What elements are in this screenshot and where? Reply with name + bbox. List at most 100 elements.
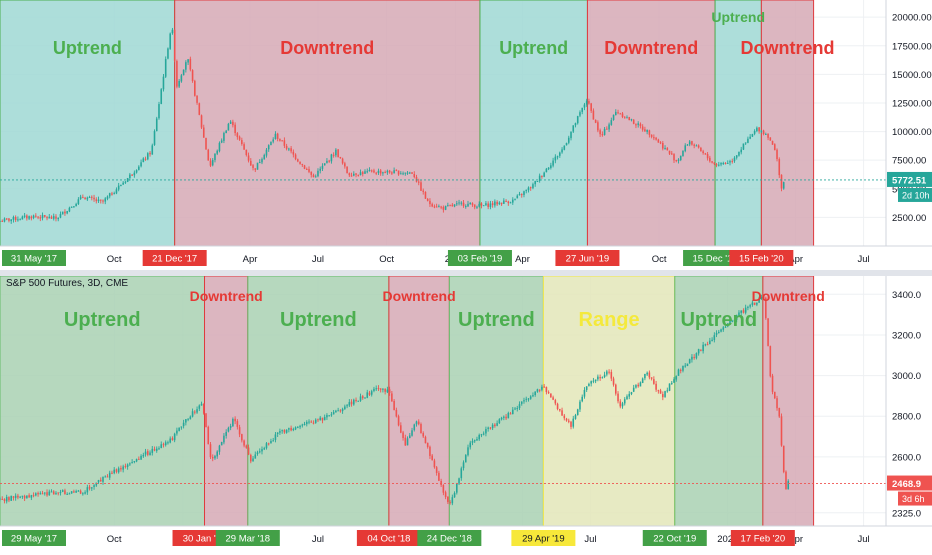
candle-up: [583, 389, 586, 397]
candle-down: [691, 141, 693, 145]
candle-up: [550, 165, 552, 168]
candle-down: [648, 130, 651, 135]
date-marker: [2, 530, 66, 546]
candle-down: [662, 142, 664, 149]
candle-down: [102, 200, 104, 202]
candle-down: [550, 393, 552, 398]
candle-up: [48, 491, 51, 496]
candle-down: [281, 140, 283, 142]
candle-down: [37, 492, 39, 495]
candle-down: [715, 164, 718, 166]
candle-down: [706, 344, 709, 346]
panel-divider[interactable]: [0, 270, 932, 276]
candle-up: [538, 175, 541, 181]
candle-down: [617, 112, 619, 114]
candle-down: [767, 318, 769, 346]
candle-up: [451, 497, 454, 504]
candle-up: [646, 129, 648, 132]
candle-down: [780, 416, 783, 446]
candle-down: [559, 409, 561, 411]
candle-up: [527, 398, 530, 400]
candle-up: [178, 80, 180, 87]
candle-up: [601, 377, 604, 379]
x-tick-label: Apr: [788, 534, 803, 545]
candle-down: [422, 433, 425, 437]
candle-down: [55, 216, 57, 219]
candle-up: [594, 379, 597, 382]
countdown-label: 3d 6h: [902, 494, 925, 504]
candle-down: [339, 410, 342, 412]
candle-up: [666, 390, 669, 392]
candle-down: [431, 204, 433, 207]
candle-up: [28, 216, 30, 219]
candle-up: [160, 444, 163, 449]
candle-up: [782, 182, 785, 189]
candle-down: [211, 457, 214, 459]
y-tick-label: 2800.0: [892, 412, 921, 423]
candle-down: [236, 421, 239, 427]
candle-down: [73, 491, 75, 493]
candle-up: [682, 365, 684, 371]
candle-down: [8, 497, 10, 501]
x-tick-label: Apr: [515, 254, 530, 265]
candle-down: [305, 168, 308, 170]
candle-down: [567, 420, 570, 422]
candle-down: [447, 496, 449, 502]
candle-down: [632, 119, 635, 124]
candle-down: [39, 217, 42, 219]
candle-up: [366, 171, 369, 173]
candle-down: [303, 165, 306, 169]
candle-down: [440, 206, 442, 208]
candle-up: [576, 116, 579, 124]
last-price-label: 5772.51: [892, 175, 927, 186]
date-marker: [642, 530, 707, 546]
candle-up: [61, 211, 64, 215]
candle-down: [599, 377, 601, 379]
candle-down: [207, 426, 210, 445]
candle-down: [310, 171, 313, 175]
candle-up: [308, 421, 310, 423]
candle-down: [23, 495, 26, 499]
candle-down: [43, 215, 46, 217]
candle-up: [323, 417, 326, 421]
candle-up: [120, 185, 122, 187]
candle-up: [556, 156, 559, 158]
candle-down: [294, 154, 297, 160]
candle-up: [525, 189, 528, 192]
candle-up: [160, 89, 163, 104]
candle-up: [415, 421, 418, 425]
zone-up2: [449, 276, 544, 526]
bottom-chart-panel[interactable]: Uptrend Downtrend Uptrend Downtrend Uptrend R…: [0, 275, 932, 550]
candle-up: [610, 120, 613, 125]
candle-down: [149, 152, 151, 155]
candle-up: [592, 380, 595, 382]
candle-up: [274, 434, 277, 440]
candle-down: [290, 427, 292, 431]
candle-up: [106, 196, 109, 199]
candle-down: [243, 440, 245, 446]
candle-up: [576, 409, 579, 416]
candle-up: [675, 376, 678, 380]
candle-up: [503, 416, 505, 418]
candle-down: [350, 175, 353, 177]
y-tick-label: 17500.00: [892, 41, 932, 52]
candle-up: [747, 138, 749, 143]
candle-down: [711, 161, 713, 163]
candle-down: [209, 444, 212, 458]
candle-down: [668, 150, 671, 154]
date-marker: [511, 530, 576, 546]
candle-up: [285, 429, 288, 433]
candle-up: [344, 406, 346, 410]
candle-up: [200, 403, 203, 406]
candle-up: [444, 205, 447, 210]
candle-down: [704, 153, 707, 155]
bitcoin-chart[interactable]: Uptrend Downtrend Uptrend Downtrend Uptrend D…: [0, 0, 932, 270]
candle-up: [305, 421, 308, 425]
candle-up: [567, 137, 570, 143]
candle-up: [677, 159, 680, 161]
candle-up: [373, 388, 375, 391]
top-chart-panel[interactable]: Uptrend Downtrend Uptrend Downtrend Uptrend D…: [0, 0, 932, 270]
candle-up: [129, 174, 131, 179]
candle-down: [706, 154, 709, 159]
